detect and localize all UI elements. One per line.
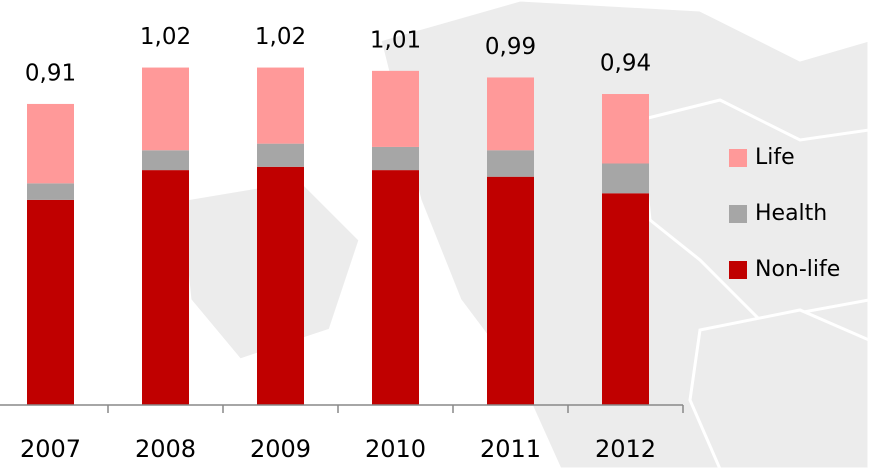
bar-segment (27, 199, 74, 405)
x-tick-label: 2011 (480, 435, 541, 463)
total-label: 0,91 (25, 60, 76, 86)
total-label: 0,99 (485, 34, 536, 60)
bar-segment (142, 67, 189, 151)
map-shape (688, 308, 869, 469)
bar-segment (372, 146, 419, 171)
legend-swatch (729, 261, 747, 279)
bar-segment (142, 150, 189, 171)
total-label: 1,02 (255, 24, 306, 50)
bar-segment (257, 166, 304, 405)
x-tick-label: 2010 (365, 435, 426, 463)
legend-swatch (729, 149, 747, 167)
bar-segment (487, 150, 534, 177)
total-label: 1,02 (140, 24, 191, 50)
bar-segment (487, 77, 534, 151)
bar-segment (27, 103, 74, 184)
legend-label: Life (755, 145, 795, 170)
bar-segment (27, 183, 74, 200)
bar-segment (257, 143, 304, 167)
bar-segment (372, 170, 419, 405)
map-shape (638, 98, 869, 322)
x-tick-label: 2009 (250, 435, 311, 463)
legend-label: Non-life (755, 257, 840, 282)
x-tick-label: 2012 (595, 435, 656, 463)
bar-segment (487, 176, 534, 405)
legend-label: Health (755, 201, 827, 226)
bar-segment (372, 70, 419, 147)
x-tick-label: 2007 (20, 435, 81, 463)
bar-segment (257, 67, 304, 144)
legend-swatch (729, 205, 747, 223)
bar-segment (602, 193, 649, 405)
bar-segment (142, 170, 189, 405)
total-label: 1,01 (370, 27, 421, 53)
total-label: 0,94 (600, 51, 651, 77)
x-tick-label: 2008 (135, 435, 196, 463)
bar-segment (602, 94, 649, 164)
bar-segment (602, 163, 649, 194)
